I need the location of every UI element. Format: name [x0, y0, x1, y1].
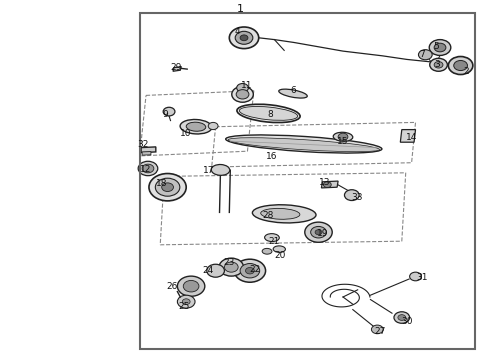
Ellipse shape [226, 135, 382, 153]
Polygon shape [142, 152, 151, 155]
Circle shape [323, 182, 331, 188]
Polygon shape [141, 147, 156, 153]
Text: 23: 23 [223, 258, 235, 266]
Ellipse shape [265, 234, 279, 242]
Text: 21: 21 [269, 237, 280, 246]
Text: 27: 27 [374, 327, 386, 336]
Ellipse shape [237, 104, 300, 122]
Circle shape [305, 222, 332, 242]
Circle shape [371, 325, 383, 334]
Circle shape [155, 178, 180, 196]
Text: 2: 2 [464, 68, 469, 77]
Text: 26: 26 [167, 282, 178, 291]
Text: 17: 17 [202, 166, 214, 175]
Ellipse shape [186, 122, 206, 131]
Circle shape [183, 280, 199, 292]
Text: 3: 3 [434, 60, 440, 69]
Ellipse shape [180, 120, 212, 134]
Ellipse shape [211, 165, 230, 175]
Ellipse shape [228, 138, 379, 152]
Text: 32: 32 [137, 140, 149, 149]
Circle shape [163, 107, 175, 116]
Circle shape [177, 295, 195, 308]
Polygon shape [173, 67, 181, 71]
Text: 10: 10 [179, 129, 191, 138]
Ellipse shape [333, 132, 353, 141]
Circle shape [142, 164, 154, 173]
Circle shape [311, 226, 326, 238]
Circle shape [338, 133, 348, 140]
Circle shape [315, 230, 322, 235]
Text: 20: 20 [274, 251, 286, 260]
Circle shape [429, 40, 451, 55]
Bar [140, 13, 475, 349]
Circle shape [434, 43, 446, 52]
Circle shape [430, 58, 447, 71]
Circle shape [434, 62, 443, 68]
Circle shape [418, 50, 432, 60]
Circle shape [138, 161, 158, 176]
Circle shape [240, 35, 248, 41]
Circle shape [149, 174, 186, 201]
Text: 33: 33 [351, 193, 363, 202]
Text: 19: 19 [317, 230, 328, 239]
Text: 24: 24 [203, 266, 214, 275]
Circle shape [245, 267, 254, 274]
Circle shape [234, 259, 266, 282]
Circle shape [454, 60, 467, 71]
Text: 11: 11 [241, 81, 253, 90]
Polygon shape [321, 181, 338, 188]
Text: 18: 18 [156, 179, 168, 188]
Text: 4: 4 [235, 27, 241, 36]
Circle shape [344, 190, 359, 201]
Circle shape [208, 122, 218, 130]
Circle shape [410, 272, 421, 281]
Circle shape [162, 183, 173, 192]
Text: 16: 16 [266, 152, 278, 161]
Text: 9: 9 [163, 110, 169, 119]
Circle shape [236, 90, 249, 99]
Text: 28: 28 [263, 211, 274, 220]
Circle shape [235, 31, 253, 44]
Text: 13: 13 [318, 178, 330, 187]
Circle shape [219, 258, 244, 276]
Circle shape [232, 86, 253, 102]
Circle shape [240, 264, 260, 278]
Circle shape [224, 262, 238, 272]
Text: 30: 30 [401, 317, 413, 325]
Text: 6: 6 [290, 86, 296, 95]
Circle shape [394, 312, 410, 323]
Text: 14: 14 [406, 133, 417, 142]
Text: 15: 15 [337, 136, 349, 145]
Text: 1: 1 [237, 4, 244, 14]
Text: 5: 5 [433, 42, 439, 51]
Ellipse shape [262, 248, 272, 254]
Text: 31: 31 [416, 274, 428, 282]
Text: 12: 12 [140, 165, 152, 174]
Ellipse shape [279, 89, 307, 98]
Ellipse shape [252, 205, 316, 223]
Ellipse shape [240, 107, 297, 120]
Text: 7: 7 [419, 50, 425, 59]
Text: 25: 25 [178, 302, 190, 311]
Circle shape [398, 315, 406, 320]
Ellipse shape [273, 246, 285, 252]
Text: 8: 8 [268, 109, 273, 118]
Circle shape [182, 299, 190, 305]
Text: 29: 29 [171, 63, 182, 72]
Circle shape [177, 276, 205, 296]
Circle shape [207, 264, 224, 277]
Polygon shape [400, 130, 416, 142]
Text: 22: 22 [249, 265, 260, 274]
Circle shape [229, 27, 259, 49]
Circle shape [237, 84, 248, 92]
Ellipse shape [261, 208, 300, 219]
Circle shape [448, 57, 473, 75]
